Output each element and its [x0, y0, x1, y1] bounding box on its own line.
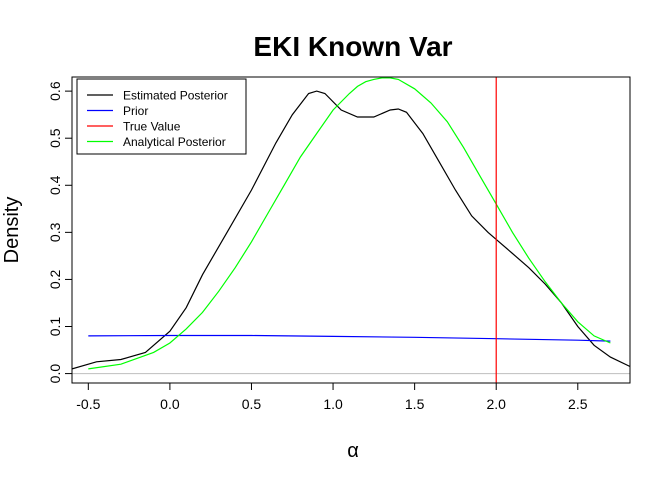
- y-tick-label: 0.1: [47, 317, 63, 337]
- axes: -0.5 0.0 0.5 1.0 1.5 2.0 2.5 0.0 0.1 0.2 0.3 0.4 0.5…: [47, 81, 588, 412]
- y-tick-label: 0.2: [47, 269, 63, 289]
- y-tick-label: 0.0: [47, 364, 63, 384]
- y-tick-label: 0.3: [47, 222, 63, 242]
- x-tick-label: 0.5: [242, 396, 262, 412]
- y-tick-label: 0.6: [47, 81, 63, 101]
- x-tick-label: 1.5: [405, 396, 425, 412]
- legend-label-analytical-posterior: Analytical Posterior: [123, 135, 226, 149]
- y-tick-label: 0.5: [47, 128, 63, 148]
- chart-title: EKI Known Var: [253, 31, 452, 62]
- legend-label-estimated-posterior: Estimated Posterior: [123, 89, 228, 103]
- x-tick-label: 0.0: [160, 396, 180, 412]
- series-line-analytical-posterior: [88, 77, 611, 370]
- x-tick-label: 1.0: [323, 396, 343, 412]
- x-axis-label: α: [347, 440, 359, 462]
- plot-frame: [71, 76, 631, 384]
- legend-label-prior: Prior: [123, 104, 148, 118]
- x-tick-label: 2.5: [568, 396, 588, 412]
- x-tick-label: -0.5: [76, 396, 100, 412]
- series-line-prior: [88, 334, 611, 342]
- plot-area: [72, 77, 630, 383]
- y-axis-label: Density: [1, 197, 23, 264]
- x-tick-label: 2.0: [486, 396, 506, 412]
- y-tick-label: 0.4: [47, 175, 63, 195]
- plot-clip-group: [72, 77, 630, 383]
- legend-label-true-value: True Value: [123, 120, 181, 134]
- series-line-estimated-posterior: [72, 90, 630, 370]
